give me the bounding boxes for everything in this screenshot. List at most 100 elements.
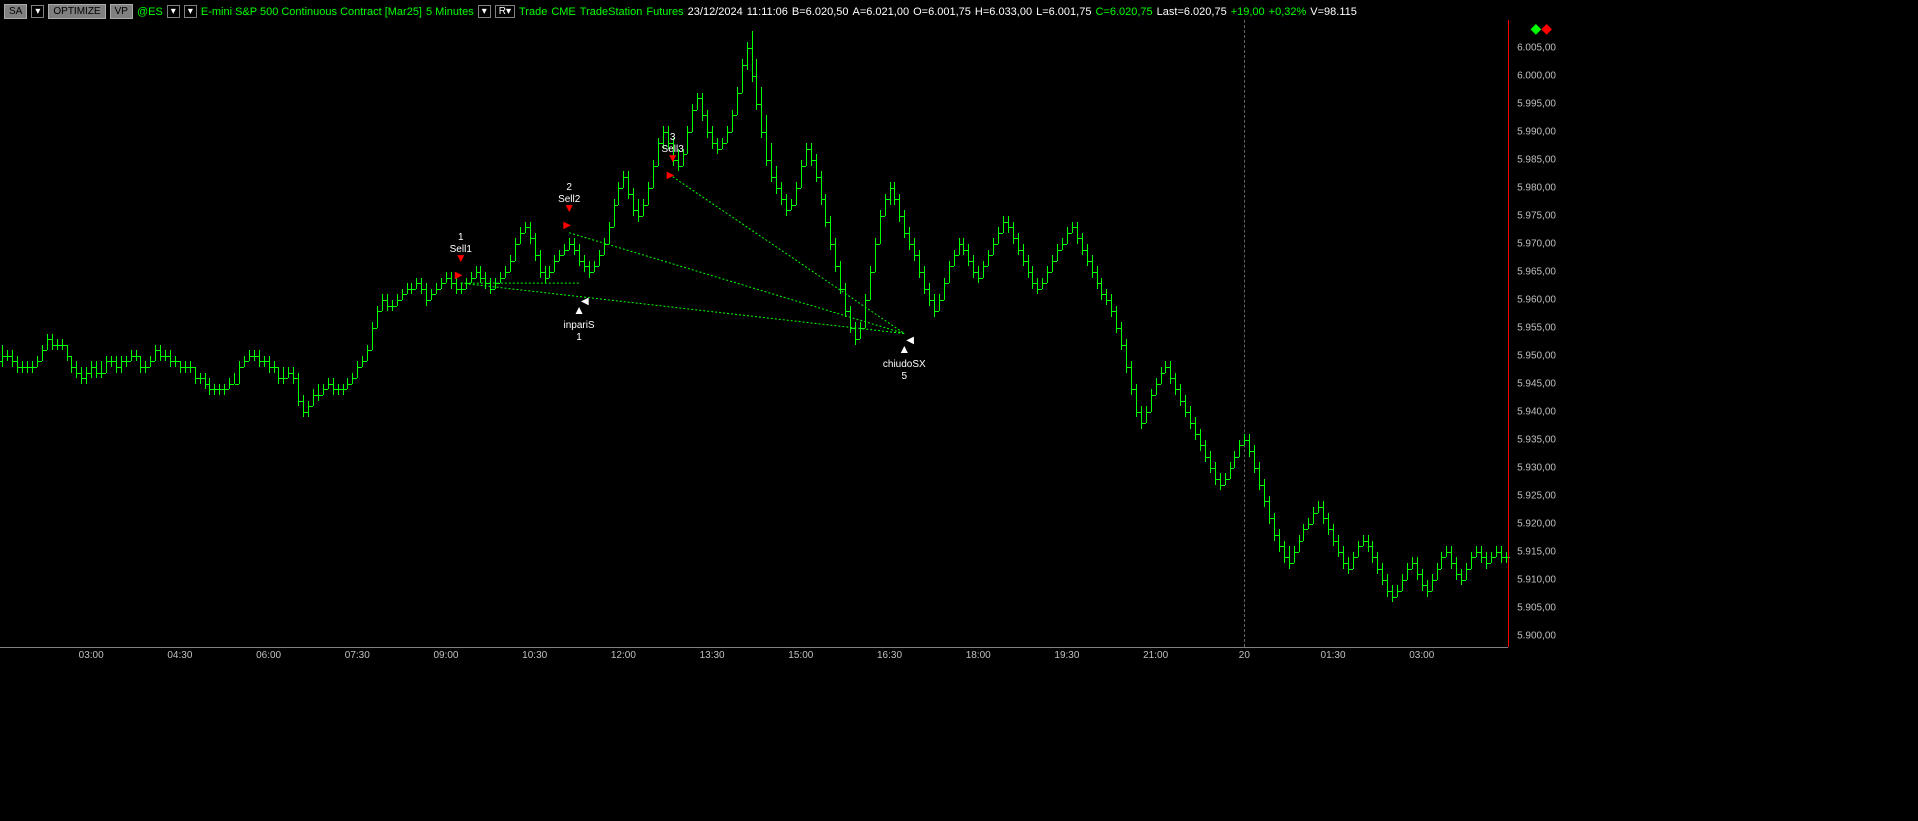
symbol-dropdown[interactable]: ▾ bbox=[167, 5, 180, 18]
ohlc-bar bbox=[1042, 278, 1043, 289]
ohlc-bar bbox=[1294, 546, 1295, 563]
ohlc-bar bbox=[1092, 255, 1093, 277]
ohlc-bar bbox=[914, 238, 915, 260]
ohlc-bar bbox=[131, 350, 132, 361]
ohlc-bar bbox=[288, 367, 289, 378]
ohlc-bar bbox=[298, 373, 299, 407]
ohlc-bar bbox=[436, 283, 437, 294]
ohlc-bar bbox=[752, 31, 753, 81]
sa-button[interactable]: SA bbox=[4, 4, 27, 19]
ohlc-bar bbox=[1215, 462, 1216, 484]
sell3-label: Sell3 bbox=[662, 144, 684, 155]
ohlc-bar bbox=[1249, 434, 1250, 456]
ohlc-bar bbox=[303, 395, 304, 417]
ohlc-bar bbox=[1018, 233, 1019, 255]
ohlc-bar bbox=[830, 216, 831, 250]
ohlc-bar bbox=[628, 171, 629, 199]
ohlc-bar bbox=[609, 222, 610, 244]
ohlc-bar bbox=[722, 138, 723, 149]
ohlc-bar bbox=[1299, 535, 1300, 552]
ohlc-bar bbox=[367, 345, 368, 362]
ohlc-bar bbox=[569, 238, 570, 249]
ohlc-bar bbox=[1234, 451, 1235, 468]
chart-plot-area[interactable]: ▶▼1Sell1▶▼2Sell2▶▼3Sell3◀▲inpariS1◀▲chiu… bbox=[0, 20, 1508, 647]
ohlc-bar bbox=[1456, 557, 1457, 579]
ohlc-bar bbox=[382, 294, 383, 311]
ohlc-bar bbox=[62, 339, 63, 350]
ohlc-bar bbox=[554, 255, 555, 272]
ohlc-bar bbox=[618, 182, 619, 204]
ohlc-bar bbox=[96, 361, 97, 378]
time-tick-label: 03:00 bbox=[1409, 650, 1434, 661]
ohlc-bar bbox=[1382, 563, 1383, 585]
ohlc-bar bbox=[525, 222, 526, 233]
ohlc-bar bbox=[825, 194, 826, 228]
ohlc-bar bbox=[530, 222, 531, 244]
time-axis[interactable]: 03:0004:3006:0007:3009:0010:3012:0013:30… bbox=[0, 647, 1508, 667]
time-tick-label: 16:30 bbox=[877, 650, 902, 661]
time-tick-label: 18:00 bbox=[966, 650, 991, 661]
ohlc-bar bbox=[1407, 563, 1408, 580]
ohlc-bar bbox=[121, 356, 122, 373]
ohlc-bar bbox=[214, 384, 215, 395]
price-tick-label: 5.975,00 bbox=[1517, 210, 1556, 221]
ohlc-bar bbox=[1387, 574, 1388, 596]
ohlc-bar bbox=[993, 238, 994, 255]
ohlc-bar bbox=[574, 238, 575, 255]
ohlc-bar bbox=[1200, 429, 1201, 451]
ohlc-bar bbox=[32, 361, 33, 372]
ohlc-bar bbox=[1220, 473, 1221, 490]
ohlc-bar bbox=[1372, 541, 1373, 563]
ohlc-bar bbox=[1205, 440, 1206, 462]
ohlc-bar bbox=[259, 350, 260, 367]
ohlc-bar bbox=[1427, 580, 1428, 597]
price-axis[interactable]: 6.005,006.000,005.995,005.990,005.985,00… bbox=[1508, 20, 1558, 647]
ohlc-bar bbox=[835, 238, 836, 272]
price-tick-label: 5.965,00 bbox=[1517, 266, 1556, 277]
ohlc-bar bbox=[894, 182, 895, 204]
ohlc-bar bbox=[1422, 569, 1423, 591]
ohlc-bar bbox=[687, 126, 688, 154]
optimize-button[interactable]: OPTIMIZE bbox=[48, 4, 105, 19]
ohlc-bar bbox=[421, 278, 422, 295]
time-tick-label: 10:30 bbox=[522, 650, 547, 661]
ohlc-bar bbox=[485, 272, 486, 289]
ohlc-bar bbox=[1432, 574, 1433, 591]
ohlc-bar bbox=[1146, 406, 1147, 423]
ohlc-bar bbox=[402, 289, 403, 300]
ohlc-bar bbox=[1003, 216, 1004, 233]
price-tick-label: 5.960,00 bbox=[1517, 294, 1556, 305]
sell1-number-label: 1 bbox=[458, 232, 464, 243]
ohlc-bar bbox=[717, 138, 718, 155]
ohlc-bar bbox=[944, 278, 945, 300]
price-tick-label: 6.000,00 bbox=[1517, 70, 1556, 81]
ohlc-bar bbox=[545, 266, 546, 283]
ohlc-bar bbox=[1077, 222, 1078, 244]
ohlc-bar bbox=[101, 361, 102, 378]
ohlc-bar bbox=[732, 110, 733, 132]
time-tick-label: 12:00 bbox=[611, 650, 636, 661]
ohlc-bar bbox=[1313, 507, 1314, 524]
ohlc-bar bbox=[515, 238, 516, 260]
ohlc-bar bbox=[1491, 552, 1492, 563]
vp-button[interactable]: VP bbox=[110, 4, 133, 19]
last-label: Last=6.020,75 bbox=[1157, 6, 1227, 18]
ohlc-bar bbox=[357, 361, 358, 378]
ohlc-bar bbox=[22, 361, 23, 372]
symbol-dropdown-2[interactable]: ▾ bbox=[184, 5, 197, 18]
ohlc-bar bbox=[791, 199, 792, 210]
ohlc-bar bbox=[1170, 361, 1171, 383]
ohlc-bar bbox=[7, 350, 8, 361]
sa-dropdown[interactable]: ▾ bbox=[31, 5, 44, 18]
ohlc-bar bbox=[540, 250, 541, 278]
ohlc-bar bbox=[1057, 244, 1058, 261]
price-tick-label: 5.930,00 bbox=[1517, 462, 1556, 473]
ohlc-bar bbox=[786, 194, 787, 216]
price-tick-label: 5.945,00 bbox=[1517, 378, 1556, 389]
r-button[interactable]: R▾ bbox=[495, 5, 515, 18]
ohlc-bar bbox=[1338, 535, 1339, 557]
trade-label[interactable]: Trade bbox=[519, 6, 547, 18]
ohlc-bar bbox=[1121, 322, 1122, 350]
ohlc-bar bbox=[653, 160, 654, 188]
interval-dropdown[interactable]: ▾ bbox=[478, 5, 491, 18]
